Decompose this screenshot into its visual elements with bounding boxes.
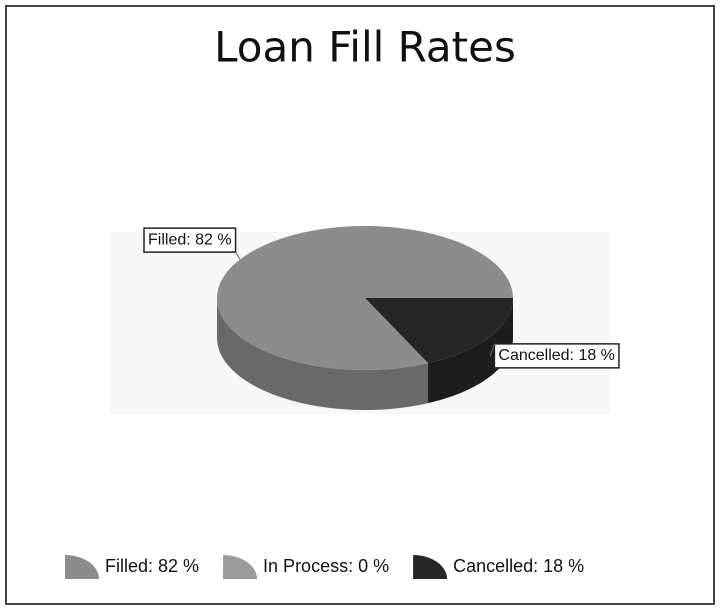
callout: Cancelled: 18 %	[493, 343, 620, 369]
pie-side	[428, 298, 513, 404]
data-label: Filled: 82 %	[148, 231, 232, 248]
callout-box	[143, 227, 237, 253]
legend-swatch	[223, 555, 258, 579]
legend-swatch	[65, 555, 99, 579]
callout: Filled: 82 %	[143, 227, 237, 253]
leader-line	[235, 251, 241, 260]
legend-label: Cancelled: 18 %	[453, 556, 584, 576]
data-label: Cancelled: 18 %	[498, 347, 615, 364]
legend-label: Filled: 82 %	[105, 556, 199, 576]
chart-title: Loan Fill Rates	[214, 23, 516, 72]
legend-label: In Process: 0 %	[263, 556, 389, 576]
leader-line	[489, 343, 495, 357]
pie-slice	[365, 298, 513, 364]
pie-slice	[217, 226, 514, 370]
legend-swatch	[413, 555, 448, 579]
callout-box	[493, 343, 620, 369]
pie-side	[217, 298, 429, 410]
